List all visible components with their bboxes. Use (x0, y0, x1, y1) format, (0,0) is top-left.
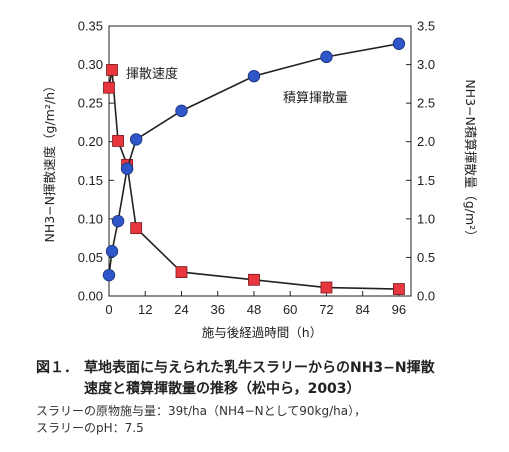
right-tick-label: 3.0 (417, 57, 435, 72)
left-tick-label: 0.20 (78, 134, 103, 149)
chart: 0.00 0.05 0.10 0.15 0.20 0.25 0.30 0.35 0.0 0.5 1… (42, 19, 478, 341)
cumulative-point (120, 162, 134, 175)
right-tick-label: 1.0 (417, 211, 435, 226)
plot-frame (108, 25, 412, 297)
left-tick-label: 0.30 (78, 57, 103, 72)
cumulative-point (111, 214, 125, 228)
note-line2: スラリーのpH：7.5 (36, 421, 144, 435)
series-label-cumulative: 積算揮散量 (283, 91, 348, 106)
x-tick-label: 48 (247, 302, 261, 317)
figure-number: 図１． (36, 360, 78, 376)
left-tick-label: 0.10 (78, 211, 103, 226)
x-tick-label: 0 (105, 302, 112, 317)
x-tick-label: 12 (138, 302, 152, 317)
rate-point (320, 281, 333, 294)
rate-point (112, 135, 124, 147)
cumulative-point (102, 268, 116, 282)
caption-title-line1: 草地表面に与えられた乳牛スラリーからのNH3−N揮散 (84, 360, 435, 376)
note-line1: スラリーの原物施与量：39t/ha（NH4−Nとして90kg/ha）， (36, 404, 367, 418)
x-axis-title: 施与後経過時間（h） (202, 325, 322, 340)
right-tick-label: 2.0 (417, 134, 435, 149)
series-layer (102, 37, 406, 295)
figure-note: スラリーの原物施与量：39t/ha（NH4−Nとして90kg/ha）， スラリー… (36, 403, 366, 437)
right-tick-label: 0.5 (417, 250, 435, 265)
right-axis-ticks: 0.0 0.5 1.0 1.5 2.0 2.5 3.0 3.5 (406, 19, 435, 304)
cumulative-point (247, 69, 261, 83)
rate-point (130, 222, 143, 235)
x-tick-label: 24 (174, 302, 188, 317)
right-axis-title: NH3−N積算揮散量（g/m²） (463, 79, 478, 242)
rate-point (248, 273, 260, 286)
cumulative-point (105, 245, 119, 258)
left-tick-label: 0.05 (78, 250, 103, 265)
x-tick-label: 96 (392, 302, 406, 317)
left-tick-label: 0.35 (78, 19, 103, 34)
caption-title-line2: 速度と積算揮散量の推移（松中ら，2003） (84, 381, 361, 397)
series-label-rate: 揮散速度 (126, 66, 178, 82)
rate-point (103, 81, 115, 94)
right-tick-label: 3.5 (417, 19, 435, 34)
cumulative-point (320, 50, 333, 64)
x-tick-label: 84 (355, 302, 369, 317)
right-tick-label: 1.5 (417, 173, 435, 188)
left-tick-label: 0.15 (78, 173, 103, 188)
left-axis-ticks: 0.00 0.05 0.10 0.15 0.20 0.25 0.30 0.35 (78, 19, 114, 304)
rate-point (175, 266, 188, 278)
cumulative-point (175, 104, 188, 118)
rate-point (393, 283, 405, 295)
x-tick-label: 36 (210, 302, 224, 317)
x-tick-label: 60 (283, 302, 297, 317)
right-tick-label: 2.5 (417, 96, 435, 111)
rate-point (106, 64, 118, 76)
right-tick-label: 0.0 (417, 289, 435, 304)
left-tick-label: 0.00 (78, 289, 103, 304)
series-line-1 (108, 69, 399, 290)
cumulative-point (392, 37, 406, 50)
left-tick-label: 0.25 (78, 96, 103, 111)
figure-caption: 図１． 草地表面に与えられた乳牛スラリーからのNH3−N揮散 速度と積算揮散量の推… (36, 358, 506, 400)
left-axis-title: NH3−N揮散速度（g/m²/h） (42, 80, 57, 243)
x-axis-ticks: 0 12 24 36 48 60 72 84 96 (105, 291, 406, 317)
x-tick-label: 72 (319, 302, 333, 317)
cumulative-point (129, 133, 143, 146)
